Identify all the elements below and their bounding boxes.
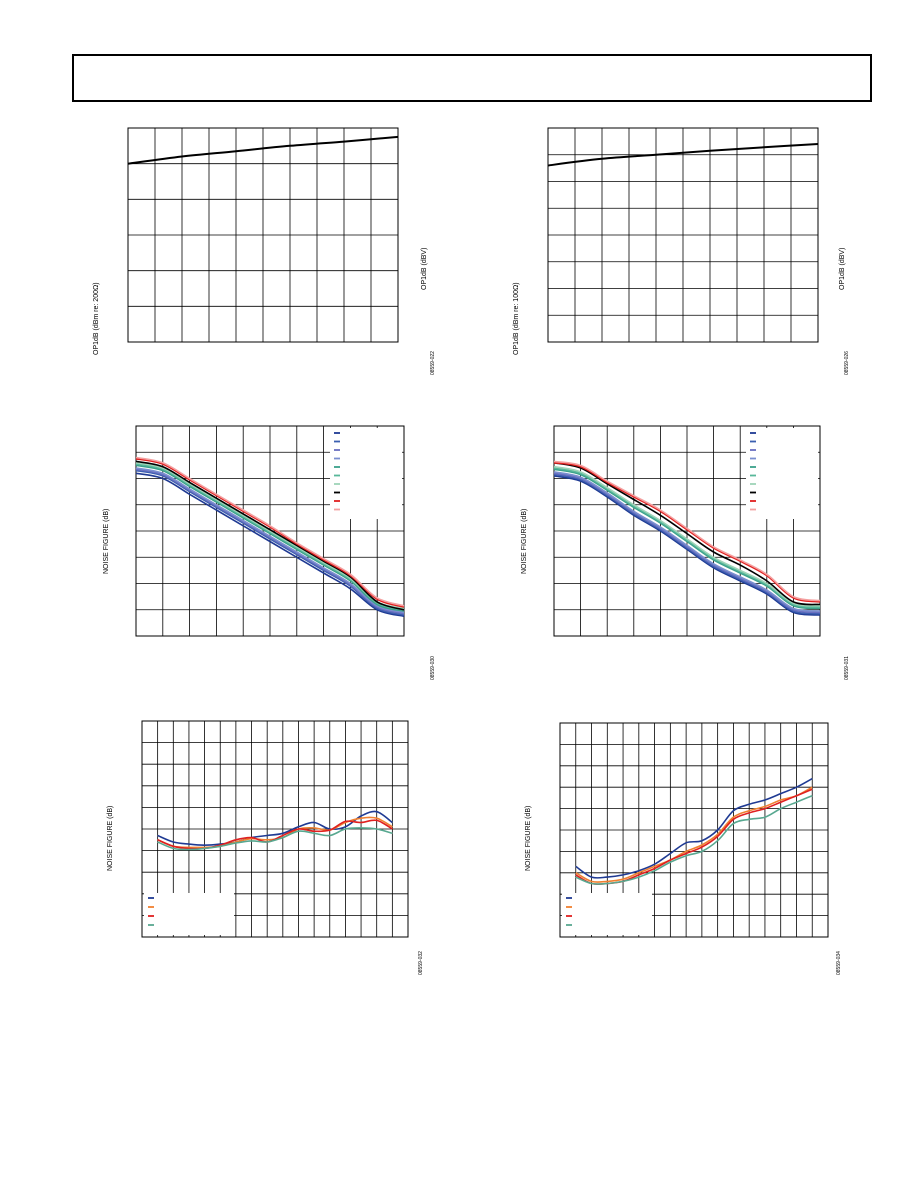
figure-id: 08559-022 xyxy=(430,351,436,375)
series-line-7 xyxy=(553,462,821,606)
figure-id: 08559-034 xyxy=(836,951,842,975)
figure-id: 08559-030 xyxy=(430,656,436,680)
grid xyxy=(548,128,818,342)
chart-noise-figure-1: NOISE FIGURE (dB) 08559-030 xyxy=(103,425,436,680)
series-group xyxy=(547,143,819,167)
series-line-0 xyxy=(547,143,819,167)
series-line-2 xyxy=(553,472,821,614)
chart-op1db-100: OP1dB (dBm re: 100Ω) OP1dB (dBV) 08559-0… xyxy=(513,127,850,375)
series-line-2 xyxy=(575,788,813,886)
y-axis-label: NOISE FIGURE (dB) xyxy=(103,509,110,574)
y-axis-label: NOISE FIGURE (dB) xyxy=(521,509,528,574)
series-line-3 xyxy=(157,827,393,851)
legend-background xyxy=(562,893,652,935)
series-group xyxy=(157,810,393,851)
series-line-0 xyxy=(127,135,399,165)
y-axis-label: NOISE FIGURE (dB) xyxy=(107,806,114,871)
page-header xyxy=(72,54,872,102)
legend xyxy=(562,893,652,935)
series-group xyxy=(127,135,399,165)
series-line-3 xyxy=(553,471,821,612)
figure-id: 08559-031 xyxy=(844,656,850,680)
chart-op1db-200: OP1dB (dBm re: 200Ω) OP1dB (dBV) 08559-0… xyxy=(93,127,436,375)
y-axis-label: OP1dB (dBm re: 200Ω) xyxy=(93,282,100,355)
series-line-6 xyxy=(553,465,821,607)
series-line-7 xyxy=(135,460,405,611)
series-line-9 xyxy=(135,456,405,607)
y-axis-label-right: OP1dB (dBV) xyxy=(839,248,846,290)
series-line-0 xyxy=(575,777,813,879)
series-group xyxy=(135,456,405,618)
legend-background xyxy=(144,893,234,935)
figure-id: 08559-026 xyxy=(844,351,850,375)
y-axis-label: OP1dB (dBm re: 100Ω) xyxy=(513,282,520,355)
chart-noise-figure-3: NOISE FIGURE (dB) 08559-032 xyxy=(107,720,424,975)
series-line-1 xyxy=(575,786,813,883)
series-line-1 xyxy=(135,469,405,616)
figure-id: 08559-032 xyxy=(418,951,424,975)
series-line-0 xyxy=(135,472,405,618)
series-line-9 xyxy=(553,460,821,602)
legend-background xyxy=(330,428,402,519)
series-line-5 xyxy=(135,463,405,611)
chart-noise-figure-2: NOISE FIGURE (dB) 08559-031 xyxy=(521,425,850,680)
legend xyxy=(144,893,234,935)
series-group xyxy=(575,777,813,886)
series-line-8 xyxy=(135,458,405,608)
chart-noise-figure-4: NOISE FIGURE (dB) 08559-034 xyxy=(525,722,842,975)
series-line-2 xyxy=(135,468,405,615)
y-axis-label-right: OP1dB (dBV) xyxy=(421,248,428,290)
series-line-5 xyxy=(553,467,821,608)
y-axis-label: NOISE FIGURE (dB) xyxy=(525,806,532,871)
legend xyxy=(746,428,818,519)
series-line-3 xyxy=(135,467,405,614)
series-group xyxy=(553,460,821,616)
series-line-3 xyxy=(575,795,813,885)
series-line-4 xyxy=(553,468,821,610)
series-line-0 xyxy=(553,475,821,616)
grid xyxy=(128,128,398,342)
legend-background xyxy=(746,428,818,519)
series-line-8 xyxy=(553,462,821,603)
series-line-4 xyxy=(135,464,405,612)
legend xyxy=(330,428,402,519)
series-line-1 xyxy=(553,473,821,615)
